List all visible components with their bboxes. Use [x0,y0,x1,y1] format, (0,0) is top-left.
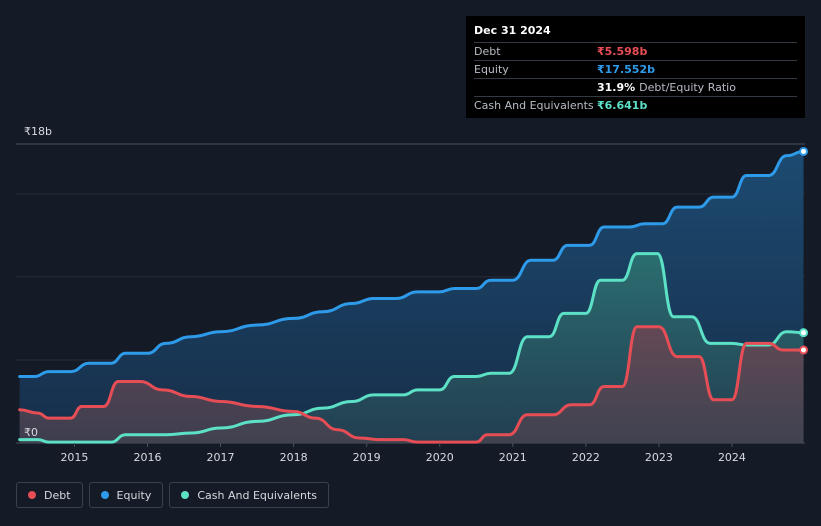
legend-item-debt[interactable]: Debt [16,482,83,508]
tooltip-ratio-value: 31.9% [597,81,636,94]
legend-item-equity[interactable]: Equity [88,482,164,508]
tooltip-row-cash: Cash And Equivalents ₹6.641b [474,97,797,114]
x-axis: 2015 2016 2017 2018 2019 2020 2021 2022 2023 2024 [60,443,746,464]
x-tick-label: 2022 [572,451,600,464]
cash-dot-icon [181,491,190,499]
tooltip-debt-label: Debt [474,45,501,58]
tooltip-equity-label: Equity [474,63,509,76]
tooltip-date: Dec 31 2024 [474,24,797,43]
legend: Debt Equity Cash And Equivalents [16,482,329,508]
x-tick-label: 2021 [499,451,527,464]
cash-and-equivalents-line [18,252,806,444]
debt-area [19,326,804,443]
tooltip-debt-value: ₹5.598b [597,45,648,58]
y-axis-top-label: ₹18b [24,125,52,138]
tooltip-row-ratio: 31.9% Debt/Equity Ratio [474,79,797,97]
tooltip-equity-value: ₹17.552b [597,63,655,76]
series-lines [18,149,806,444]
debt-endpoint-marker [799,345,809,355]
cash-and-equivalents-endpoint-marker [799,328,809,338]
tooltip-ratio-block: 31.9% Debt/Equity Ratio [597,79,736,96]
x-tick-label: 2017 [207,451,235,464]
tooltip-cash-label: Cash And Equivalents [474,99,594,112]
y-axis-bottom-label: ₹0 [24,426,38,439]
equity-line [18,149,806,379]
legend-equity-label: Equity [116,488,152,502]
endpoint-markers [799,146,809,355]
x-tick-label: 2019 [353,451,381,464]
x-tick-label: 2024 [718,451,746,464]
x-tick-label: 2020 [426,451,454,464]
tooltip-ratio-suffix: Debt/Equity Ratio [639,81,736,94]
equity-dot-icon [100,491,109,499]
x-tick-label: 2023 [645,451,673,464]
x-tick-label: 2016 [134,451,162,464]
tooltip-panel: Dec 31 2024 Debt ₹5.598b Equity ₹17.552b… [466,16,805,118]
legend-cash-label: Cash And Equivalents [197,488,317,502]
tooltip-row-debt: Debt ₹5.598b [474,43,797,61]
x-tick-label: 2018 [280,451,308,464]
tooltip-cash-value: ₹6.641b [597,99,648,112]
equity-endpoint-marker [799,146,809,156]
series-areas [19,151,804,443]
x-tick-label: 2015 [60,451,88,464]
debt-line [18,325,806,444]
debt-dot-icon [28,491,36,499]
legend-debt-label: Debt [44,488,71,502]
tooltip-row-equity: Equity ₹17.552b [474,61,797,79]
legend-item-cash[interactable]: Cash And Equivalents [169,482,329,508]
